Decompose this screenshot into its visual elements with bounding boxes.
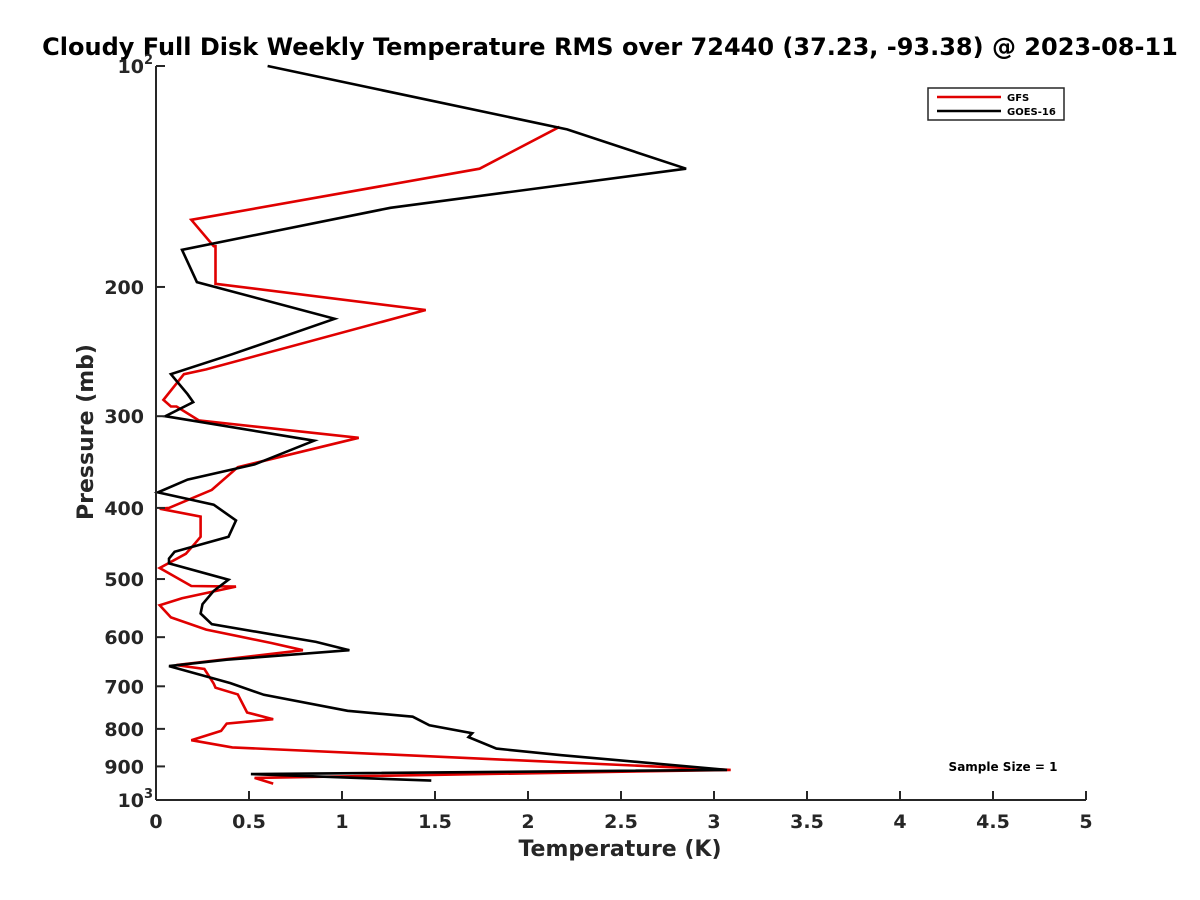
legend-box <box>927 87 1065 121</box>
x-tick-label: 0 <box>149 811 162 833</box>
y-tick-label: 200 <box>104 277 144 299</box>
y-tick-label: 800 <box>104 719 144 741</box>
x-tick-label: 1.5 <box>418 811 452 833</box>
x-tick-label: 2 <box>521 811 534 833</box>
x-tick-label: 1 <box>335 811 348 833</box>
y-axis-label: Pressure (mb) <box>74 344 99 520</box>
legend-label-goes-16: GOES-16 <box>1007 107 1056 118</box>
x-axis-label: Temperature (K) <box>518 837 721 862</box>
y-tick-label: 103 <box>118 787 154 812</box>
x-tick-label: 3 <box>707 811 720 833</box>
y-tick-label: 600 <box>104 627 144 649</box>
y-tick-label: 102 <box>118 53 154 78</box>
x-tick-label: 5 <box>1079 811 1092 833</box>
x-tick-label: 2.5 <box>604 811 638 833</box>
y-tick-label: 700 <box>104 676 144 698</box>
plot-lines <box>153 64 731 785</box>
y-tick-label: 300 <box>104 406 144 428</box>
legend-label-gfs: GFS <box>1007 93 1029 104</box>
legend: GFS GOES-16 <box>927 87 1065 121</box>
y-tick-label: 900 <box>104 756 144 778</box>
y-tick-label: 400 <box>104 498 144 520</box>
y-tick-label: 500 <box>104 569 144 591</box>
chart-title: Cloudy Full Disk Weekly Temperature RMS … <box>42 33 1178 61</box>
series-line-gfs <box>157 125 731 785</box>
x-tick-label: 3.5 <box>790 811 824 833</box>
x-tick-label: 4 <box>893 811 906 833</box>
x-tick-label: 0.5 <box>232 811 266 833</box>
sample-size-annotation: Sample Size = 1 <box>949 760 1058 774</box>
axes: 0 0.5 1 1.5 2 2.5 3 3.5 4 4.5 5 102 200 300 400 500 600 7… <box>104 53 1092 833</box>
x-tick-label: 4.5 <box>976 811 1010 833</box>
series-line-goes-16 <box>153 64 728 782</box>
